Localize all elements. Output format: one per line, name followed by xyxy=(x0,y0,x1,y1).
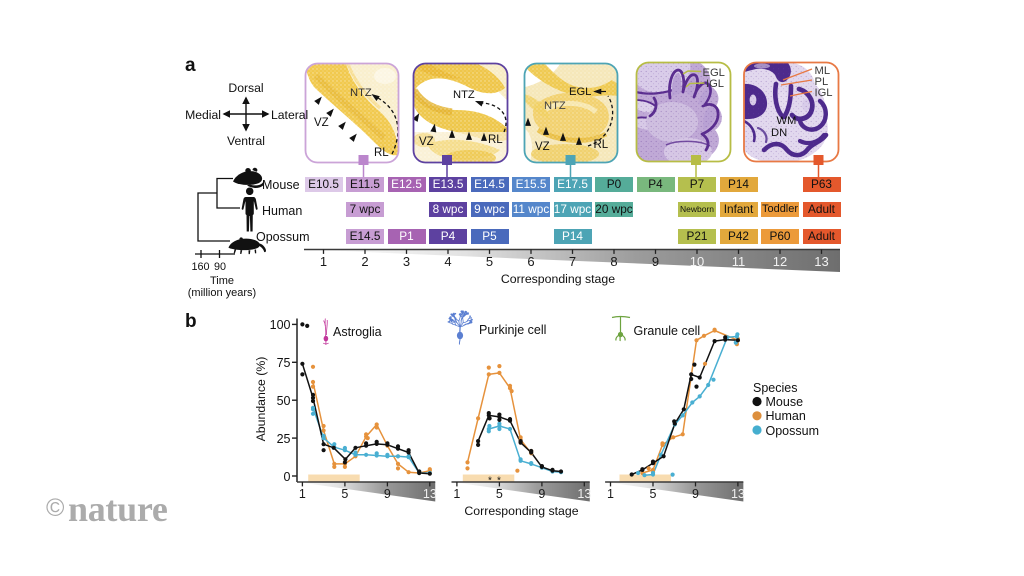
svg-text:*: * xyxy=(488,476,492,487)
svg-text:*: * xyxy=(497,476,501,487)
